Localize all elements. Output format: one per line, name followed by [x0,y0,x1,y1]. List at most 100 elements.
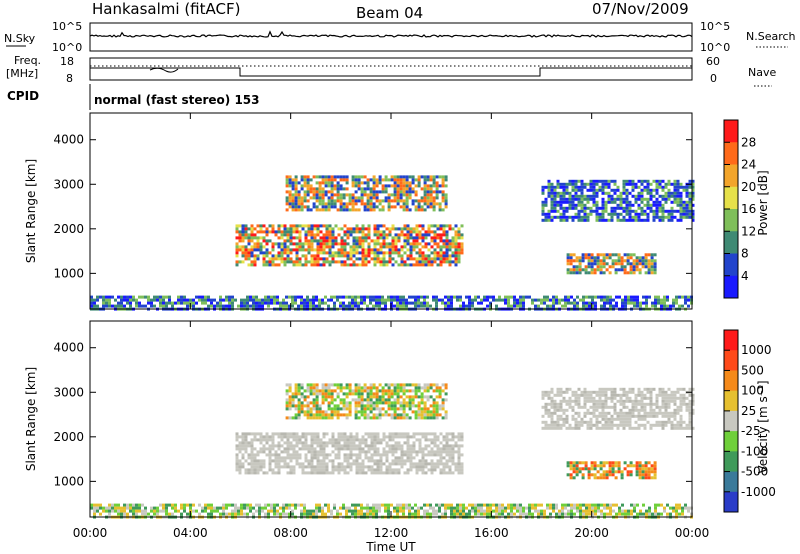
heatmap-cell [306,187,310,191]
heatmap-cell [667,215,671,219]
heatmap-cell [429,178,433,182]
heatmap-cell [363,410,367,414]
heatmap-cell [354,304,357,308]
heatmap-cell [423,404,427,408]
heatmap-cell [396,301,399,305]
heatmap-cell [575,473,579,477]
heatmap-cell [327,298,330,302]
heatmap-cell [379,224,383,228]
heatmap-cell [415,230,419,234]
heatmap-cell [647,271,651,275]
heatmap-cell [309,392,313,396]
heatmap-cell [664,414,668,418]
heatmap-cell [432,383,436,387]
heatmap-cell [295,263,299,267]
heatmap-cell [598,393,602,397]
heatmap-cell [96,503,99,507]
heatmap-cell [378,190,382,194]
heatmap-cell [334,465,338,469]
heatmap-cell [435,389,439,393]
heatmap-cell [571,426,575,430]
heatmap-cell [426,509,429,513]
heatmap-cell [547,215,551,219]
heatmap-cell [277,462,281,466]
heatmap-cell [418,459,422,463]
heatmap-cell [643,426,647,430]
heatmap-cell [286,441,290,445]
heatmap-cell [244,432,248,436]
heatmap-cell [297,386,301,390]
heatmap-cell [93,304,96,308]
heatmap-cell [507,301,510,305]
heatmap-cell [586,218,590,222]
heatmap-cell [550,200,554,204]
heatmap-cell [360,181,364,185]
heatmap-cell [298,465,302,469]
heatmap-cell [619,200,623,204]
heatmap-cell [646,200,650,204]
heatmap-cell [126,512,129,516]
heatmap-cell [120,506,123,510]
heatmap-cell [357,386,361,390]
heatmap-cell [676,411,680,415]
heatmap-cell [322,263,326,267]
heatmap-cell [602,464,606,468]
heatmap-cell [375,193,379,197]
heatmap-cell [280,233,284,237]
heatmap-cell [256,468,260,472]
heatmap-cell [492,295,495,299]
heatmap-cell [412,465,416,469]
heatmap-cell [387,389,391,393]
heatmap-cell [313,441,317,445]
heatmap-cell [644,473,648,477]
heatmap-cell [105,509,108,513]
heatmap-cell [559,414,563,418]
heatmap-cell [444,199,448,203]
heatmap-cell [403,233,407,237]
heatmap-cell [541,200,545,204]
heatmap-cell [550,405,554,409]
heatmap-cell [247,471,251,475]
heatmap-cell [602,461,606,465]
heatmap-cell [315,398,319,402]
heatmap-cell [333,398,337,402]
heatmap-cell [429,193,433,197]
heatmap-cell [566,461,570,465]
heatmap-cell [457,438,461,442]
heatmap-cell [637,185,641,189]
heatmap-cell [310,441,314,445]
heatmap-cell [288,386,292,390]
heatmap-cell [316,450,320,454]
heatmap-cell [569,464,573,468]
heatmap-cell [423,413,427,417]
heatmap-cell [607,396,611,400]
heatmap-cell [643,212,647,216]
heatmap-cell [601,200,605,204]
heatmap-cell [415,245,419,249]
heatmap-cell [610,387,614,391]
heatmap-cell [595,420,599,424]
heatmap-cell [423,301,426,305]
heatmap-cell [510,304,513,308]
heatmap-cell [342,208,346,212]
heatmap-cell [204,301,207,305]
heatmap-cell [345,193,349,197]
heatmap-cell [429,196,433,200]
heatmap-cell [280,236,284,240]
heatmap-cell [559,387,563,391]
heatmap-cell [306,383,310,387]
heatmap-cell [382,254,386,258]
heatmap-cell [283,248,287,252]
heatmap-cell [429,383,433,387]
heatmap-cell [454,251,458,255]
heatmap-cell [289,432,293,436]
heatmap-cell [547,212,551,216]
heatmap-cell [339,383,343,387]
heatmap-cell [655,179,659,183]
heatmap-cell [180,301,183,305]
heatmap-cell [628,426,632,430]
heatmap-cell [366,404,370,408]
heatmap-cell [198,512,201,516]
heatmap-cell [556,402,560,406]
heatmap-cell [649,209,653,213]
